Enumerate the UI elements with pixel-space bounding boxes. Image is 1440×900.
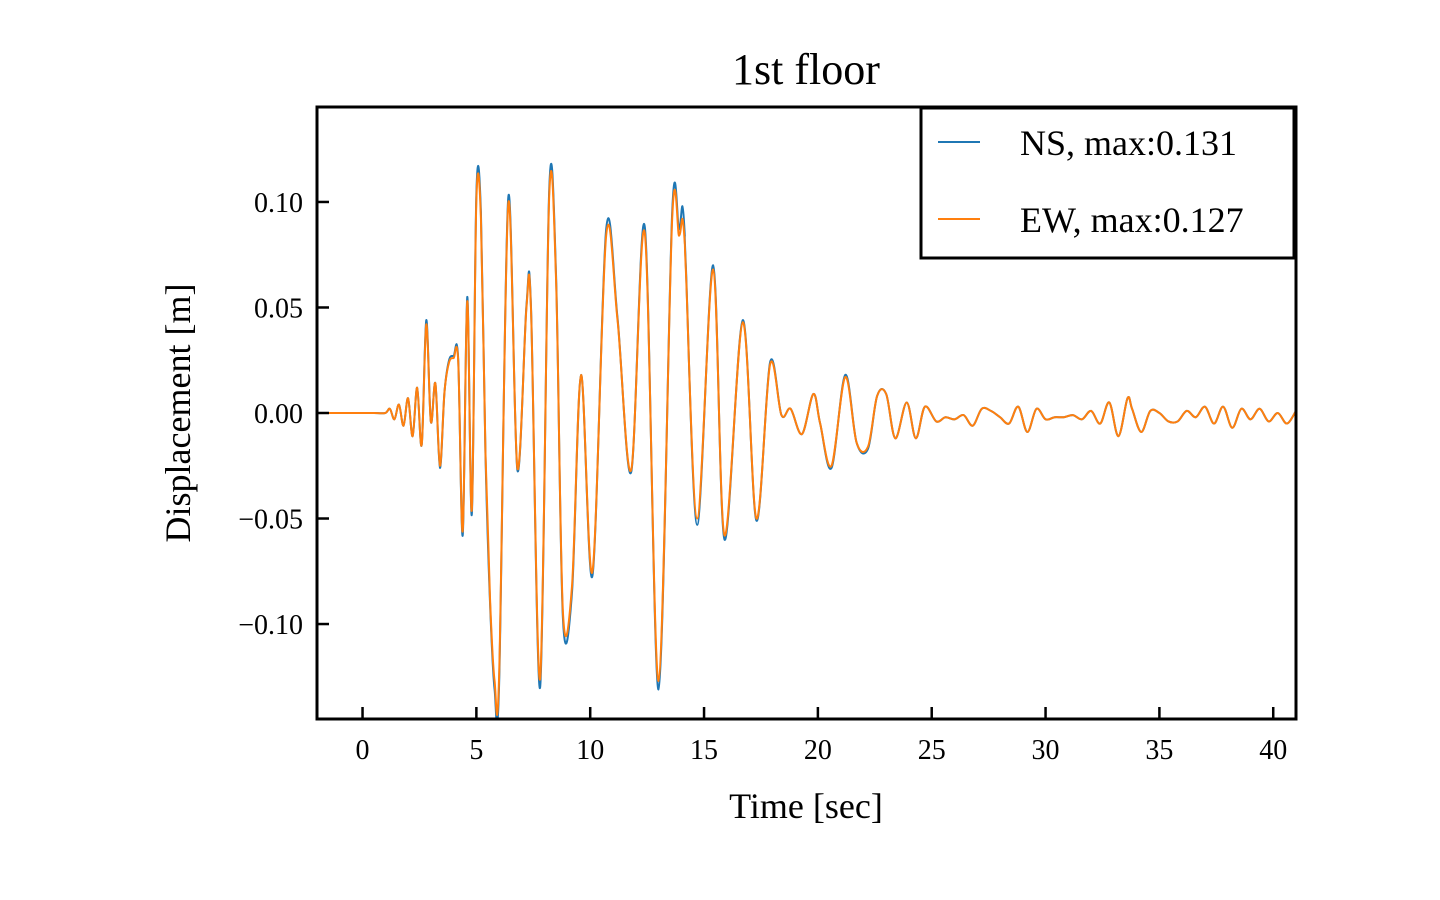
x-tick-label: 20 [804, 735, 832, 766]
legend: NS, max:0.131 EW, max:0.127 [919, 106, 1296, 260]
x-tick-label: 25 [918, 735, 946, 766]
series-line-ew [317, 170, 1296, 716]
y-tick-label: −0.05 [238, 505, 303, 536]
y-axis: 0.10 0.05 0.00 −0.05 −0.10 [238, 188, 329, 641]
y-tick-label: −0.10 [238, 610, 303, 641]
x-axis: 0 5 10 15 20 25 30 35 40 [356, 707, 1287, 766]
chart-title: 1st floor [732, 45, 880, 94]
legend-box [919, 106, 1296, 260]
plot-frame [315, 105, 1298, 721]
x-tick-label: 15 [690, 735, 718, 766]
x-tick-label: 40 [1259, 735, 1287, 766]
x-tick-label: 35 [1145, 735, 1173, 766]
x-axis-label: Time [sec] [729, 786, 883, 826]
x-tick-label: 0 [356, 735, 370, 766]
x-tick-label: 30 [1032, 735, 1060, 766]
y-axis-label: Displacement [m] [158, 284, 198, 543]
x-tick-label: 5 [469, 735, 483, 766]
x-tick-label: 10 [576, 735, 604, 766]
y-tick-label: 0.05 [254, 293, 303, 324]
y-tick-label: 0.00 [254, 399, 303, 430]
series-layer [317, 162, 1296, 719]
legend-label-ns: NS, max:0.131 [1020, 123, 1237, 163]
legend-label-ew: EW, max:0.127 [1020, 200, 1244, 240]
y-tick-label: 0.10 [254, 188, 303, 219]
